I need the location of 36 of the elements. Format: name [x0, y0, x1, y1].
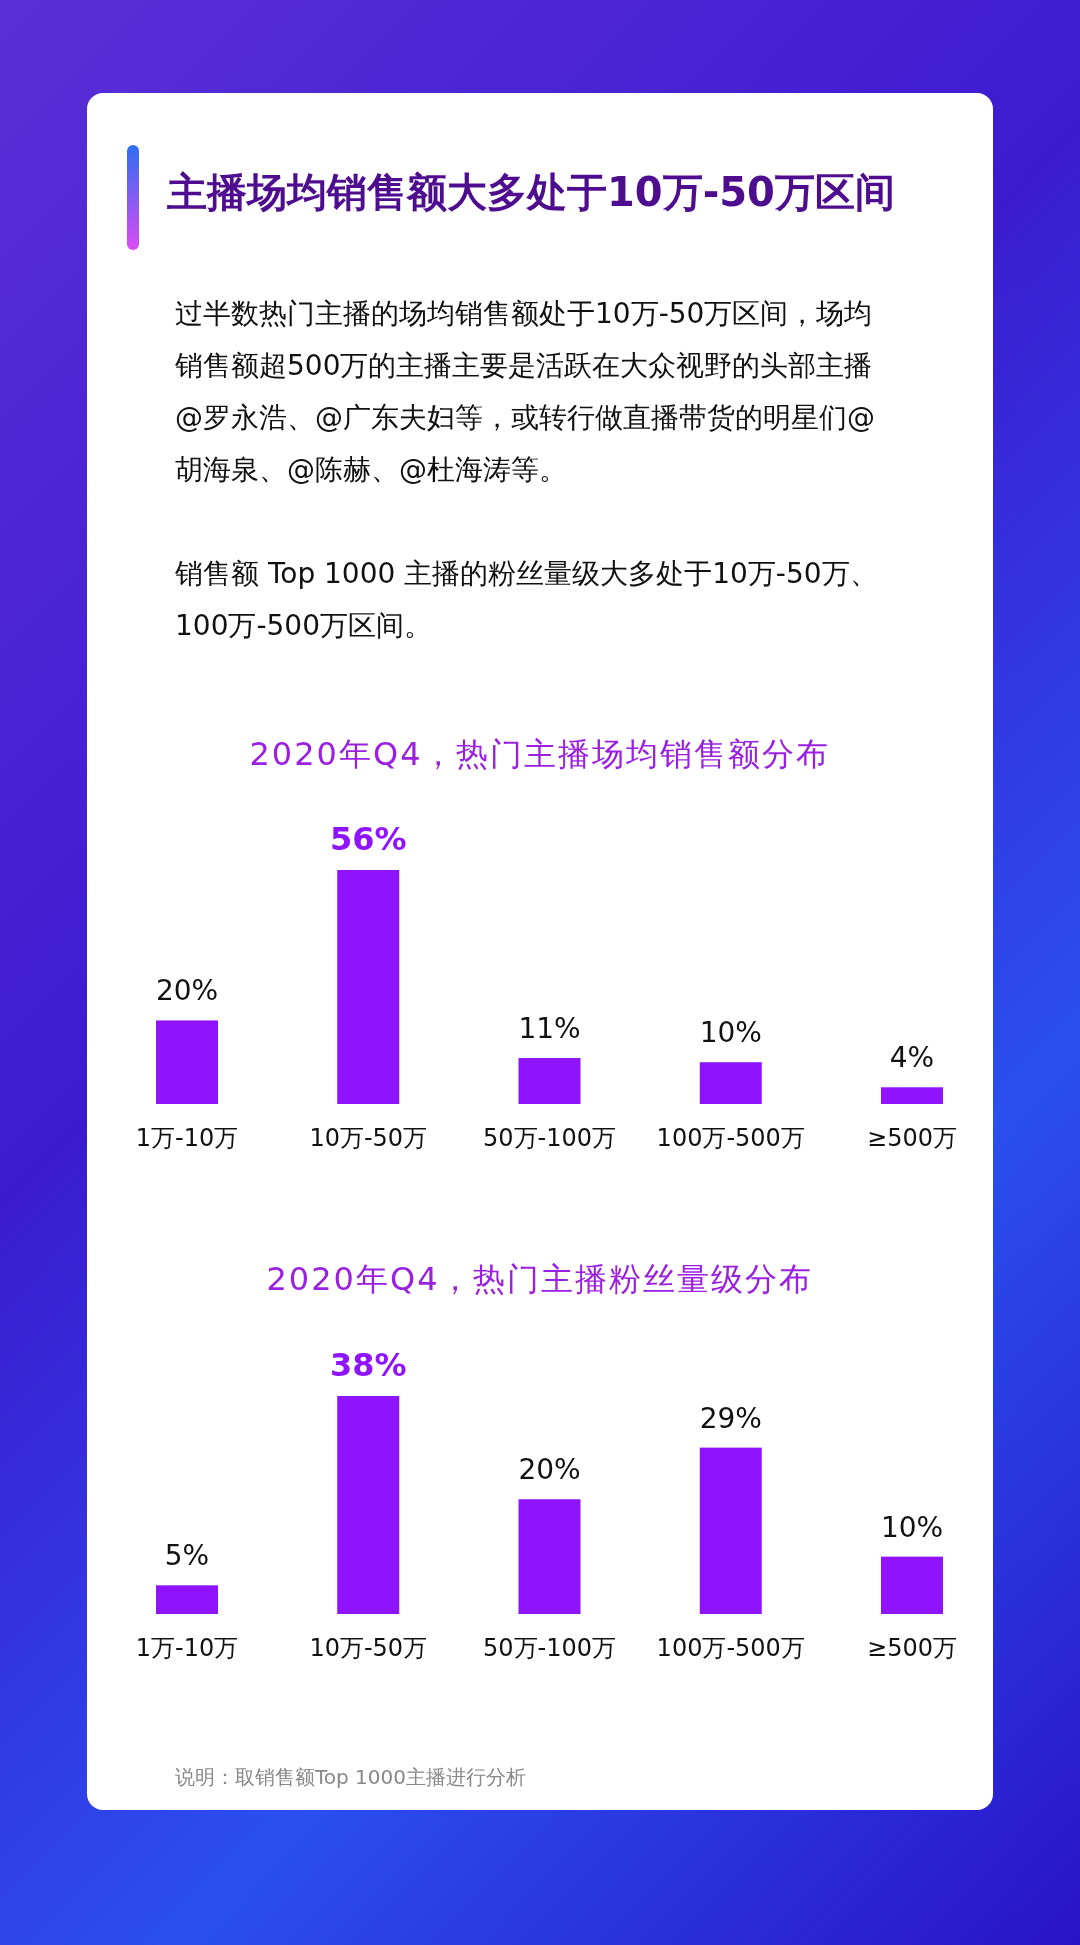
text: 主播场均销售额大多处于10万-50万区间	[167, 168, 896, 217]
text: 销售额 Top 1000 主播的粉丝量级大多处于10万-50万、100万-500万区间。	[175, 556, 879, 644]
bar	[337, 1396, 400, 1614]
bar	[156, 1585, 218, 1614]
x-tick-label: 10万-50万	[308, 1633, 429, 1664]
x-tick-label: 100万-500万	[655, 1123, 806, 1154]
data-label: 10%	[879, 1510, 945, 1544]
bar	[518, 1058, 581, 1104]
data-label: 56%	[329, 820, 407, 858]
chart-title: 2020年Q4，热门主播粉丝量级分布	[265, 1259, 815, 1300]
bar	[881, 1556, 943, 1614]
data-label: 38%	[329, 1346, 407, 1384]
bar	[337, 870, 400, 1104]
x-tick-label: 50万-100万	[482, 1123, 617, 1154]
data-label: 20%	[517, 1453, 582, 1487]
x-tick-label: ≥500万	[866, 1633, 958, 1664]
x-tick-label: ≥500万	[866, 1123, 958, 1154]
bar	[518, 1499, 581, 1614]
bar	[699, 1447, 762, 1614]
bar	[881, 1087, 943, 1104]
data-label: 4%	[888, 1041, 936, 1075]
bar	[699, 1062, 762, 1104]
x-tick-label: 1万-10万	[134, 1123, 240, 1154]
x-tick-label: 50万-100万	[482, 1633, 617, 1664]
data-label: 10%	[698, 1016, 763, 1050]
text: 说明：取销售额Top 1000主播进行分析	[175, 1764, 527, 1791]
x-tick-label: 100万-500万	[655, 1633, 806, 1664]
text: 过半数热门主播的场均销售额处于10万-50万区间，场均销售额超500万的主播主要是活跃在大众视野的头部主播@罗永浩、@广东夫妇等，或转行做直播带货的明星们@胡海泉、@陈赫、@杜海涛等。	[175, 296, 876, 488]
data-label: 11%	[517, 1012, 582, 1046]
chart-title: 2020年Q4，热门主播场均销售额分布	[248, 734, 832, 775]
bar	[156, 1020, 218, 1104]
x-tick-label: 1万-10万	[134, 1633, 240, 1664]
x-tick-label: 10万-50万	[308, 1123, 429, 1154]
data-label: 5%	[163, 1539, 211, 1573]
data-label: 20%	[154, 974, 220, 1008]
data-label: 29%	[698, 1401, 763, 1435]
